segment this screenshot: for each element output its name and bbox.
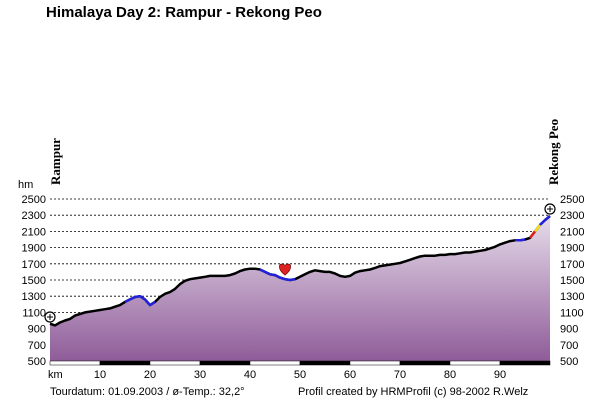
profile-segment [124, 294, 156, 307]
y-tick-label-right: 1300 [560, 291, 584, 303]
x-tick-label: 30 [194, 369, 206, 381]
x-scale-segment [99, 360, 151, 366]
x-tick-label: 70 [394, 369, 406, 381]
y-tick-label-left: 2100 [22, 226, 46, 238]
elevation-area [50, 216, 550, 361]
x-scale-segment [299, 360, 351, 366]
footer-credit: Profil created by HRMProfil (c) 98-2002 … [298, 386, 529, 398]
finish-flag-icon [544, 203, 556, 215]
x-tick-label: 20 [144, 369, 156, 381]
x-scale-segment [499, 360, 551, 366]
y-tick-label-left: 2500 [22, 194, 46, 206]
footer-separator: / [166, 386, 170, 398]
x-scale-segment [49, 360, 101, 366]
y-tick-label-right: 2500 [560, 194, 584, 206]
y-tick-label-right: 1100 [560, 307, 584, 319]
x-tick-label: 40 [244, 369, 256, 381]
profile-segments [124, 215, 551, 307]
profile-segment [259, 268, 296, 282]
chart-title: Himalaya Day 2: Rampur - Rekong Peo [46, 4, 322, 21]
y-tick-label-right: 500 [560, 356, 578, 368]
profile-segment [515, 238, 526, 242]
profile-segment [539, 215, 551, 226]
x-axis-unit: km [48, 369, 63, 381]
profile-segment [534, 224, 541, 233]
y-tick-label-right: 2300 [560, 210, 584, 222]
y-tick-label-left: 1300 [22, 291, 46, 303]
x-axis: 10 20 30 40 50 60 70 80 90 [94, 369, 506, 381]
y-tick-label-right: 1700 [560, 259, 584, 271]
y-tick-label-left: 2300 [22, 210, 46, 222]
x-scale-segment [249, 360, 301, 366]
y-axis-right: 500 700 900 1100 1300 1500 1700 1900 2100 2300 250… [560, 194, 584, 368]
y-tick-label-left: 1900 [22, 243, 46, 255]
x-tick-label: 50 [294, 369, 306, 381]
tour-date: Tourdatum: 01.09.2003 [50, 386, 164, 398]
x-axis-bar [49, 360, 551, 366]
y-tick-label-left: 1700 [22, 259, 46, 271]
x-scale-segment [149, 360, 201, 366]
heart-marker-icon [279, 263, 291, 276]
y-tick-label-left: 1100 [22, 307, 46, 319]
y-tick-label-right: 700 [560, 340, 578, 352]
end-location-label: Rekong Peo [546, 119, 561, 185]
profile-segment [529, 230, 536, 239]
y-tick-label-left: 700 [28, 340, 46, 352]
average-temperature: ø-Temp.: 32,2° [172, 386, 245, 398]
y-tick-label-left: 500 [28, 356, 46, 368]
y-tick-label-left: 1500 [22, 275, 46, 287]
x-tick-label: 10 [94, 369, 106, 381]
footer-tour-info: Tourdatum: 01.09.2003 / ø-Temp.: 32,2° [50, 386, 245, 398]
y-tick-label-right: 900 [560, 324, 578, 336]
x-scale-segment [399, 360, 451, 366]
start-flag-icon [44, 311, 56, 323]
start-location-label: Rampur [48, 138, 63, 185]
x-tick-label: 80 [444, 369, 456, 381]
x-tick-label: 60 [344, 369, 356, 381]
x-scale-segment [199, 360, 251, 366]
y-axis-unit: hm [18, 179, 33, 191]
y-tick-label-right: 1500 [560, 275, 584, 287]
y-tick-label-left: 900 [28, 324, 46, 336]
x-tick-label: 90 [494, 369, 506, 381]
y-tick-label-right: 1900 [560, 243, 584, 255]
x-scale-segment [449, 360, 501, 366]
y-axis-left: 500 700 900 1100 1300 1500 1700 1900 2100 2300 250… [22, 194, 46, 368]
x-scale-segment [349, 360, 401, 366]
y-tick-label-right: 2100 [560, 226, 584, 238]
